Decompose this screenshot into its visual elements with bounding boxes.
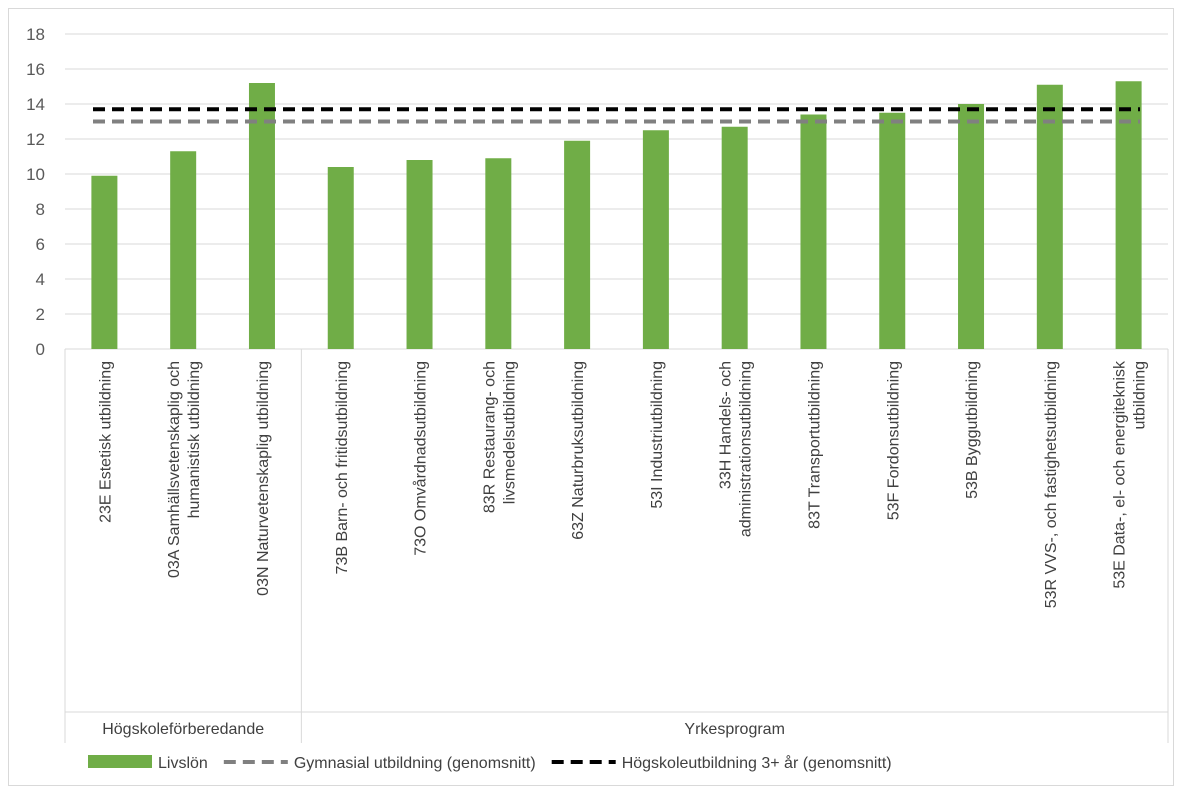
category-label: 73O Omvårdnadsutbildning [412,361,430,556]
category-label: 53I Industriutbildning [649,361,666,509]
category-label: 03A Samhällsvetenskaplig och [166,361,183,578]
bar [958,104,985,349]
group-label: Högskoleförberedande [102,721,264,738]
category-label: utbildning [1132,361,1149,430]
bar [170,151,197,349]
category-label: administrationsutbildning [738,361,755,537]
bar [564,140,591,349]
legend-label: Gymnasial utbildning (genomsnitt) [294,755,536,772]
legend-label: Högskoleutbildning 3+ år (genomsnitt) [622,754,892,772]
y-tick-label: 10 [26,165,45,184]
bar [485,158,512,349]
bar [91,175,118,349]
category-label: 63Z Naturbruksutbildning [570,361,587,540]
category-label: 53E Data-, el- och energiteknisk [1112,360,1129,589]
bar [406,160,433,349]
category-label: 83T Transportutbildning [806,361,823,529]
bar [879,112,906,349]
bar [721,126,748,349]
y-tick-label: 6 [36,235,45,254]
y-tick-label: 0 [36,340,45,359]
y-tick-label: 16 [26,60,45,79]
legend-swatch [88,755,152,768]
bar [1115,81,1142,349]
category-label: 33H Handels- och [718,361,735,489]
bar [327,167,354,349]
category-label: 03N Naturvetenskaplig utbildning [255,361,272,596]
category-label: 23E Estetisk utbildning [97,361,114,523]
category-label: 83R Restaurang- och [481,361,498,513]
category-label: 53F Fordonsutbildning [885,361,902,520]
category-label: livsmedelsutbildning [501,361,518,504]
y-tick-label: 12 [26,130,45,149]
y-tick-label: 14 [26,95,45,114]
category-label: 53B Byggutbildning [964,361,981,499]
y-tick-label: 4 [36,270,45,289]
legend-label: Livslön [158,755,208,772]
bar [1036,84,1063,349]
category-label: 53R VVS-, och fastighetsutbildning [1043,361,1060,608]
y-tick-label: 8 [36,200,45,219]
category-label: humanistisk utbildning [186,361,203,518]
bar [800,114,827,349]
y-tick-label: 2 [36,305,45,324]
group-label: Yrkesprogram [684,721,784,738]
bar [642,130,669,349]
category-label: 73B Barn- och fritidsutbildning [334,361,351,574]
y-tick-label: 18 [26,25,45,44]
bar [248,83,275,349]
